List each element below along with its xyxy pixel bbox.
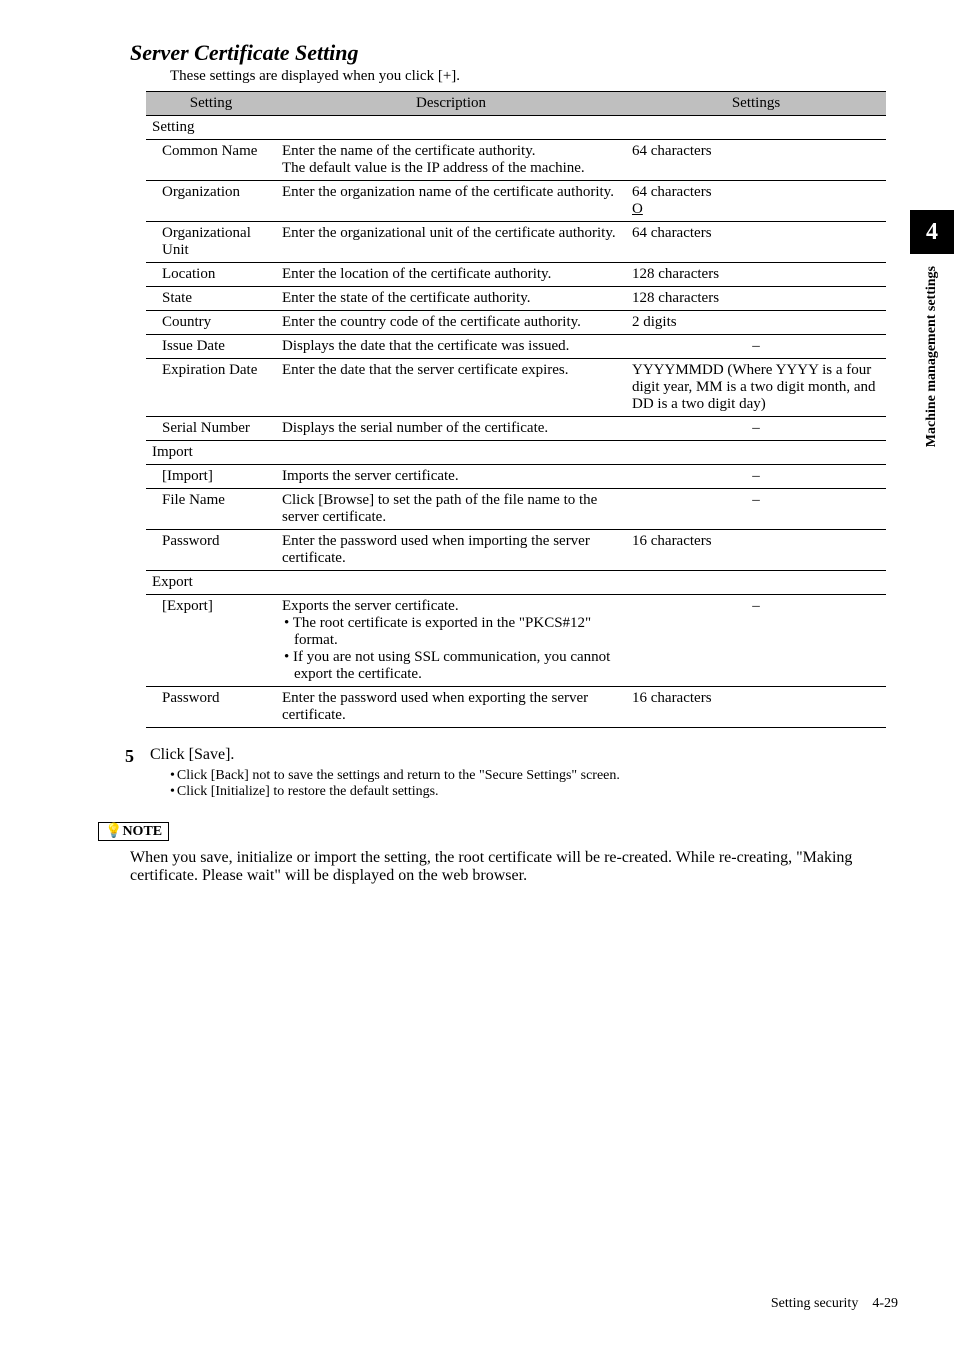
cell-val: YYYYMMDD (Where YYYY is a four digit yea… xyxy=(626,359,886,417)
table-row: Organization Enter the organization name… xyxy=(146,181,886,222)
cell-val: 64 charactersO xyxy=(626,181,886,222)
note-label-box: 💡NOTE xyxy=(98,822,169,841)
table-row: [Import] Imports the server certificate.… xyxy=(146,465,886,489)
cell-desc: Enter the organizational unit of the cer… xyxy=(276,222,626,263)
group-import: Import xyxy=(146,441,886,465)
cell-setting: [Import] xyxy=(146,465,276,489)
cell-setting: Password xyxy=(146,687,276,728)
group-setting: Setting xyxy=(146,116,886,140)
cell-setting: Organization xyxy=(146,181,276,222)
cell-desc: Enter the state of the certificate autho… xyxy=(276,287,626,311)
cell-val: 128 characters xyxy=(626,263,886,287)
step-bullet: Click [Initialize] to restore the defaul… xyxy=(170,784,620,800)
cell-setting: Location xyxy=(146,263,276,287)
cell-val: 2 digits xyxy=(626,311,886,335)
cell-val: 128 characters xyxy=(626,287,886,311)
lightbulb-icon: 💡 xyxy=(105,824,122,839)
note-text: When you save, initialize or import the … xyxy=(130,849,870,885)
chapter-side-tab: 4 Machine management settings xyxy=(910,210,954,447)
page-title: Server Certificate Setting xyxy=(130,40,898,66)
group-setting-label: Setting xyxy=(146,116,886,140)
cell-val: – xyxy=(626,335,886,359)
cell-setting: Country xyxy=(146,311,276,335)
table-row: State Enter the state of the certificate… xyxy=(146,287,886,311)
table-row: Serial Number Displays the serial number… xyxy=(146,417,886,441)
cell-desc: Enter the organization name of the certi… xyxy=(276,181,626,222)
cell-val: 64 characters xyxy=(626,222,886,263)
table-header-row: Setting Description Settings xyxy=(146,92,886,116)
cell-desc: Displays the date that the certificate w… xyxy=(276,335,626,359)
step-5: 5 Click [Save]. Click [Back] not to save… xyxy=(114,746,898,800)
cell-setting: [Export] xyxy=(146,595,276,687)
step-text: Click [Save]. xyxy=(150,746,620,764)
cell-val: – xyxy=(626,417,886,441)
table-row: Country Enter the country code of the ce… xyxy=(146,311,886,335)
cell-setting: File Name xyxy=(146,489,276,530)
cell-desc: Click [Browse] to set the path of the fi… xyxy=(276,489,626,530)
cell-desc: Enter the location of the certificate au… xyxy=(276,263,626,287)
cell-setting: Organizational Unit xyxy=(146,222,276,263)
cell-val: – xyxy=(626,489,886,530)
cell-desc: Enter the country code of the certificat… xyxy=(276,311,626,335)
note-label: NOTE xyxy=(122,824,162,839)
cell-val: 64 characters xyxy=(626,140,886,181)
table-row: [Export] Exports the server certificate.… xyxy=(146,595,886,687)
chapter-label: Machine management settings xyxy=(924,266,940,447)
page-footer: Setting security 4-29 xyxy=(771,1296,898,1312)
cell-setting: Serial Number xyxy=(146,417,276,441)
cell-setting: State xyxy=(146,287,276,311)
header-setting: Setting xyxy=(146,92,276,116)
cell-desc: Enter the password used when importing t… xyxy=(276,530,626,571)
header-settings: Settings xyxy=(626,92,886,116)
cell-val: – xyxy=(626,465,886,489)
chapter-number-badge: 4 xyxy=(910,210,954,254)
table-row: Password Enter the password used when ex… xyxy=(146,687,886,728)
step-bullets: Click [Back] not to save the settings an… xyxy=(170,768,620,800)
cell-setting: Password xyxy=(146,530,276,571)
cell-desc: Displays the serial number of the certif… xyxy=(276,417,626,441)
footer-section: Setting security xyxy=(771,1296,859,1311)
group-export-label: Export xyxy=(146,571,886,595)
group-export: Export xyxy=(146,571,886,595)
table-row: Organizational Unit Enter the organizati… xyxy=(146,222,886,263)
table-row: File Name Click [Browse] to set the path… xyxy=(146,489,886,530)
settings-table: Setting Description Settings Setting Com… xyxy=(146,91,886,728)
cell-desc: Enter the password used when exporting t… xyxy=(276,687,626,728)
cell-val: – xyxy=(626,595,886,687)
step-bullet: Click [Back] not to save the settings an… xyxy=(170,768,620,784)
cell-setting: Expiration Date xyxy=(146,359,276,417)
cell-val: 16 characters xyxy=(626,530,886,571)
footer-page: 4-29 xyxy=(872,1296,898,1311)
table-row: Issue Date Displays the date that the ce… xyxy=(146,335,886,359)
table-row: Location Enter the location of the certi… xyxy=(146,263,886,287)
group-import-label: Import xyxy=(146,441,886,465)
intro-text: These settings are displayed when you cl… xyxy=(170,68,898,85)
cell-desc: Enter the name of the certificate author… xyxy=(276,140,626,181)
table-row: Common Name Enter the name of the certif… xyxy=(146,140,886,181)
cell-val: 16 characters xyxy=(626,687,886,728)
header-description: Description xyxy=(276,92,626,116)
table-row: Password Enter the password used when im… xyxy=(146,530,886,571)
cell-desc: Imports the server certificate. xyxy=(276,465,626,489)
cell-desc: Exports the server certificate. • The ro… xyxy=(276,595,626,687)
cell-setting: Issue Date xyxy=(146,335,276,359)
table-row: Expiration Date Enter the date that the … xyxy=(146,359,886,417)
step-number: 5 xyxy=(114,746,134,800)
cell-setting: Common Name xyxy=(146,140,276,181)
cell-desc: Enter the date that the server certifica… xyxy=(276,359,626,417)
org-underline-o: O xyxy=(632,201,643,217)
